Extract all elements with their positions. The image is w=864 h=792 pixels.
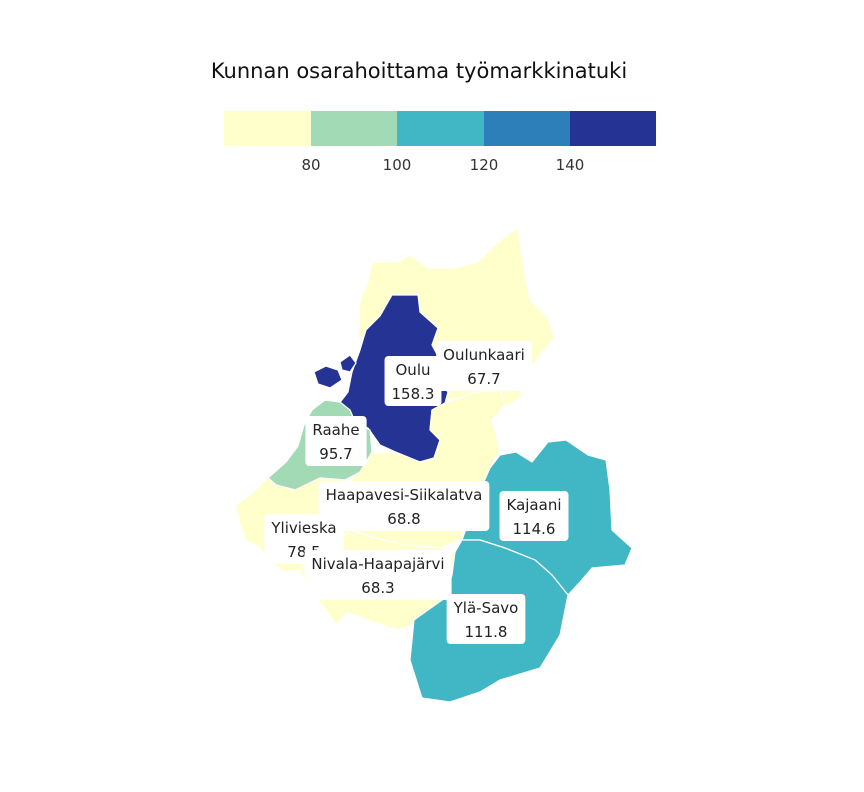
region-name: Haapavesi-Siikalatva <box>326 486 483 504</box>
region-labels: Oulunkaari 67.7 Oulu 158.3 Raahe 95.7 Haapa… <box>264 341 569 644</box>
region-value: 95.7 <box>319 445 352 463</box>
region-value: 111.8 <box>465 623 508 641</box>
legend-tick-120: 120 <box>470 156 499 174</box>
region-oulu-island-1 <box>313 365 343 389</box>
label-nivala-haapajarvi: Nivala-Haapajärvi 68.3 <box>304 550 452 600</box>
region-name: Kajaani <box>507 496 562 514</box>
region-name: Oulu <box>396 361 431 379</box>
region-name: Raahe <box>312 421 359 439</box>
label-haapavesi-siikalatva: Haapavesi-Siikalatva 68.8 <box>318 481 490 531</box>
region-value: 68.3 <box>361 579 394 597</box>
region-name: Oulunkaari <box>443 346 525 364</box>
legend-bin-3 <box>397 111 484 146</box>
map-title: Kunnan osarahoittama työmarkkinatuki <box>211 59 627 83</box>
region-name: Nivala-Haapajärvi <box>311 555 444 573</box>
label-box <box>305 416 367 466</box>
label-box <box>446 594 526 644</box>
map-regions <box>235 227 633 703</box>
label-box <box>318 481 490 531</box>
label-kajaani: Kajaani 114.6 <box>499 491 569 541</box>
legend-bin-1 <box>224 111 311 146</box>
region-oulu-island-2 <box>339 354 357 373</box>
region-name: Ylä-Savo <box>453 599 519 617</box>
label-raahe: Raahe 95.7 <box>305 416 367 466</box>
legend-bin-4 <box>484 111 570 146</box>
region-value: 68.8 <box>387 510 420 528</box>
label-oulunkaari: Oulunkaari 67.7 <box>436 341 532 391</box>
legend-tick-80: 80 <box>301 156 320 174</box>
label-box <box>499 491 569 541</box>
region-value: 67.7 <box>467 370 500 388</box>
label-oulu: Oulu 158.3 <box>384 356 442 406</box>
legend-tick-100: 100 <box>383 156 412 174</box>
legend-bin-2 <box>311 111 397 146</box>
label-box <box>304 550 452 600</box>
legend-tick-140: 140 <box>556 156 585 174</box>
region-value: 158.3 <box>392 385 435 403</box>
label-box <box>384 356 442 406</box>
legend-bin-5 <box>570 111 656 146</box>
region-name: Ylivieska <box>270 519 336 537</box>
region-value: 114.6 <box>513 520 556 538</box>
color-legend: 80 100 120 140 <box>224 111 656 174</box>
label-yla-savo: Ylä-Savo 111.8 <box>446 594 526 644</box>
label-box <box>436 341 532 391</box>
